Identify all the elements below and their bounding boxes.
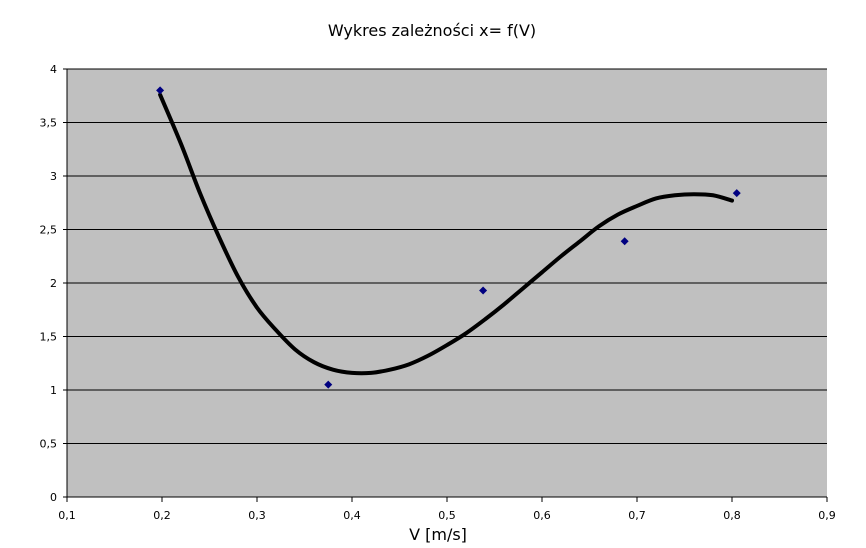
x-tick-label: 0,3 (248, 509, 266, 522)
x-tick-label: 0,5 (438, 509, 456, 522)
y-tick-label: 2 (50, 277, 57, 290)
x-tick-label: 0,9 (818, 509, 836, 522)
x-axis-ticks: 0,1 0,2 0,3 0,4 0,5 0,6 0,7 0,8 0,9 (58, 497, 836, 522)
y-axis-ticks: 0 0,5 1 1,5 2 2,5 3 3,5 4 (40, 63, 67, 504)
y-tick-label: 0 (50, 491, 57, 504)
y-tick-label: 3,5 (40, 117, 58, 130)
data-point (156, 86, 165, 95)
x-tick-label: 0,2 (153, 509, 171, 522)
y-tick-label: 4 (50, 63, 57, 76)
gridlines (67, 68, 827, 444)
data-point (732, 189, 741, 198)
y-tick-label: 1,5 (40, 331, 58, 344)
x-tick-label: 0,8 (723, 509, 741, 522)
x-tick-label: 0,1 (58, 509, 76, 522)
x-axis-label: V [m/s] (409, 525, 467, 544)
y-tick-label: 3 (50, 170, 57, 183)
y-tick-label: 0,5 (40, 438, 58, 451)
chart-title: Wykres zależności x= f(V) (328, 21, 536, 40)
x-tick-label: 0,6 (533, 509, 551, 522)
y-tick-label: 1 (50, 384, 57, 397)
x-tick-label: 0,7 (628, 509, 646, 522)
data-points (156, 86, 741, 389)
x-tick-label: 0,4 (343, 509, 361, 522)
data-point (620, 237, 629, 246)
data-point (479, 286, 488, 295)
y-tick-label: 2,5 (40, 224, 58, 237)
data-point (324, 380, 333, 389)
trendline (158, 92, 734, 376)
